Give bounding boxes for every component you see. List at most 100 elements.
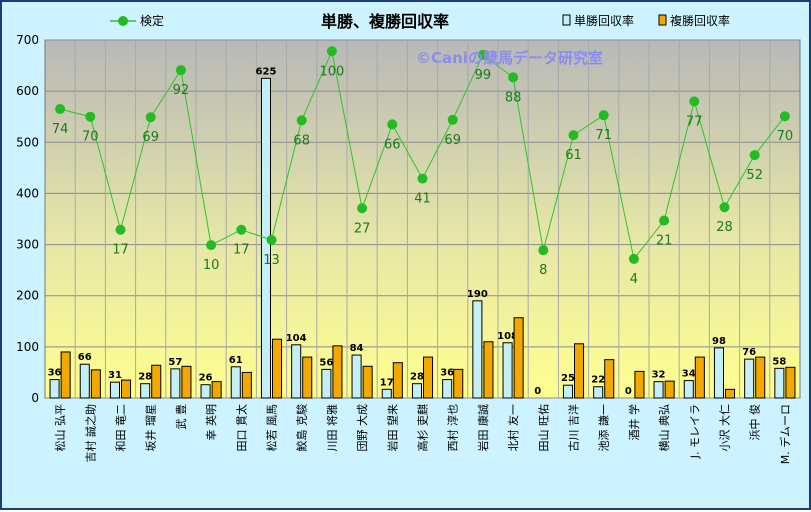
bar-fukusho — [332, 345, 343, 399]
bar-tansho-label: 28 — [138, 372, 152, 383]
bar-tansho-label: 25 — [561, 373, 575, 384]
bar-tansho-label: 66 — [78, 352, 92, 363]
bar-fukusho — [151, 364, 162, 399]
line-point-label: 68 — [293, 133, 310, 148]
y-tick-label: 500 — [16, 135, 39, 149]
line-point — [417, 173, 428, 184]
bar-tansho-label: 104 — [286, 333, 307, 344]
bar-fukusho — [513, 317, 524, 399]
y-tick-label: 100 — [16, 340, 39, 354]
line-point — [387, 119, 398, 130]
line-point — [568, 130, 579, 141]
x-tick-label: 団野 大成 — [355, 404, 369, 452]
gridlines — [45, 39, 800, 399]
x-tick-label: 浜中 俊 — [748, 404, 762, 441]
line-series: 7470176992101713681002766416999888617142… — [52, 46, 793, 287]
bar-tansho — [230, 366, 241, 399]
bar-tansho-label: 36 — [440, 368, 454, 379]
legend-tansho-swatch — [562, 14, 571, 26]
y-tick-label: 0 — [31, 391, 39, 405]
line-point-label: 21 — [656, 234, 673, 249]
bar-fukusho — [90, 369, 101, 399]
bar-tansho — [411, 383, 423, 399]
bar-tansho — [502, 342, 513, 399]
bar-tansho-label: 108 — [497, 331, 518, 342]
bar-fukusho — [272, 338, 283, 399]
bar-fukusho — [755, 356, 766, 399]
line-point-label: 69 — [444, 133, 461, 148]
x-tick-label: 坂井 瑠星 — [144, 404, 158, 452]
line-point-label: 28 — [716, 220, 733, 235]
legend-item-fukusho: 複勝回収率 — [658, 13, 730, 28]
plot-area — [44, 39, 801, 399]
line-point — [749, 150, 760, 161]
line-point-label: 100 — [319, 64, 344, 79]
x-tick-label: 和田 竜二 — [114, 404, 128, 452]
bar-tansho-label: 625 — [256, 66, 277, 77]
line-point — [538, 245, 549, 256]
line-point-label: 61 — [565, 148, 582, 163]
bar-tansho-label: 0 — [534, 386, 541, 397]
line-point-label: 92 — [173, 83, 190, 98]
bar-tansho-label: 17 — [380, 377, 394, 388]
x-tick-label: 幸 英明 — [204, 404, 218, 441]
bar-fukusho — [694, 356, 705, 399]
line-point-label: 17 — [112, 243, 129, 258]
bar-tansho-label: 57 — [168, 357, 182, 368]
bar-tansho-label: 76 — [742, 347, 756, 358]
legend-fukusho-swatch — [658, 14, 667, 26]
y-tick-label: 200 — [16, 289, 39, 303]
legend-label-tansho: 単勝回収率 — [574, 13, 634, 28]
line-point — [55, 104, 66, 115]
x-tick-label: M. デムーロ — [778, 404, 792, 464]
bar-tansho-label: 0 — [625, 386, 632, 397]
x-tick-label: 武 豊 — [175, 404, 188, 430]
line-point-label: 52 — [746, 168, 763, 183]
line-point — [357, 203, 368, 214]
bar-fukusho — [302, 356, 313, 399]
bar-fukusho — [574, 343, 585, 399]
line-point-label: 27 — [354, 221, 371, 236]
line-point — [689, 96, 700, 107]
bar-tansho — [291, 344, 302, 399]
line-point — [266, 234, 277, 245]
x-tick-label: 小沢 大仁 — [718, 404, 732, 452]
bar-tansho — [381, 388, 392, 399]
bar-fukusho — [634, 370, 645, 399]
x-tick-label: 岩田 康誠 — [476, 404, 490, 452]
line-point-label: 13 — [263, 253, 280, 268]
line-point — [477, 49, 488, 60]
line-point-label: 99 — [475, 68, 492, 83]
line-point — [326, 46, 337, 57]
x-tick-label: 岩田 望来 — [385, 404, 399, 452]
line-point-label: 41 — [414, 192, 431, 207]
x-tick-label: 川田 将雅 — [325, 404, 339, 452]
line-point-label: 66 — [384, 137, 401, 152]
line-point-label: 8 — [539, 263, 547, 278]
bar-tansho-label: 26 — [199, 373, 213, 384]
bar-tansho-label: 190 — [467, 289, 488, 300]
x-tick-label: 田口 貫太 — [235, 404, 248, 452]
x-tick-label: 高杉 吏麒 — [416, 404, 430, 452]
bar-tansho-label: 22 — [591, 375, 605, 386]
bar-tansho — [321, 368, 332, 399]
line-point — [175, 65, 186, 76]
line-point — [236, 224, 247, 235]
bar-tansho — [140, 383, 151, 399]
bar-tansho — [472, 300, 483, 399]
line-point-label: 88 — [505, 90, 522, 105]
y-tick-label: 300 — [16, 238, 39, 252]
bar-fukusho — [392, 362, 403, 399]
bar-fukusho — [181, 365, 192, 399]
legend-label-kentei: 検定 — [140, 13, 164, 28]
bar-fukusho — [241, 371, 252, 399]
bar-tansho-label: 58 — [772, 356, 786, 367]
line-point — [447, 114, 458, 125]
bar-tansho — [109, 381, 121, 399]
line-point-label: 71 — [595, 128, 612, 143]
line-point-label: 69 — [142, 130, 159, 145]
y-tick-label: 400 — [16, 186, 39, 200]
bar-tansho — [562, 384, 574, 399]
